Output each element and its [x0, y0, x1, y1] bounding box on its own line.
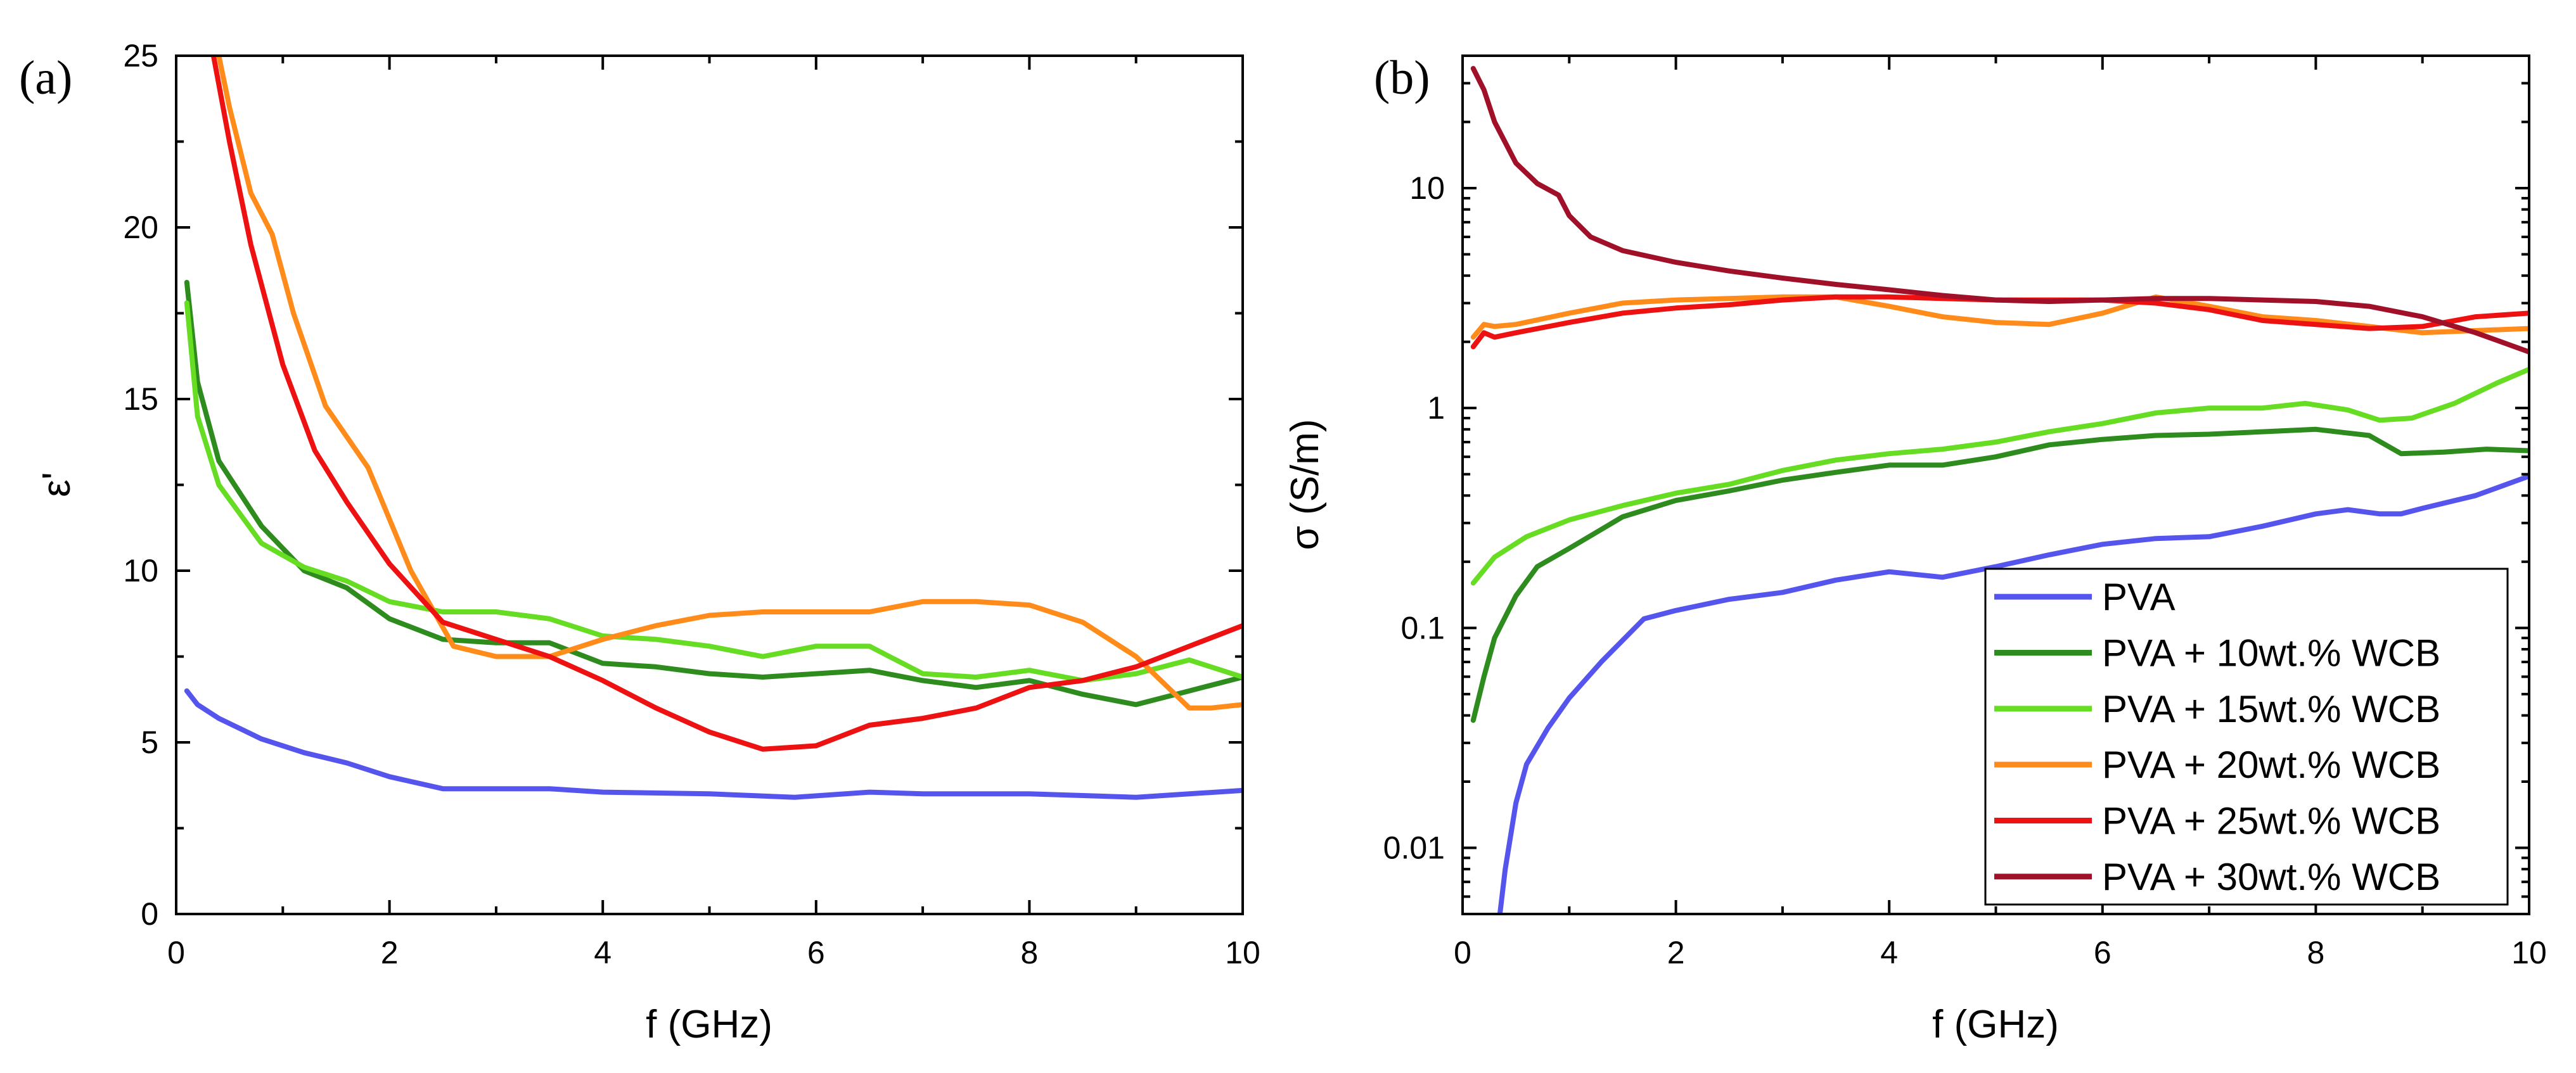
y-tick-label: 20 — [123, 210, 158, 245]
y-tick-label: 15 — [123, 381, 158, 417]
panel-a-y-axis-title: ε' — [35, 472, 79, 497]
series-line-4 — [216, 56, 1243, 711]
x-tick-label: 8 — [1020, 935, 1038, 970]
panel-b-y-axis-title: σ (S/m) — [1283, 419, 1327, 550]
legend-label: PVA + 15wt.% WCB — [2102, 688, 2440, 730]
panel-b-series — [1470, 66, 2529, 914]
y-tick-label: 1 — [1427, 390, 1445, 426]
y-tick-label: 0 — [141, 896, 158, 932]
x-tick-label: 6 — [807, 935, 825, 970]
panel-a-label: (a) — [19, 51, 72, 105]
panel-b-frame — [1461, 54, 2530, 915]
x-tick-label: 6 — [2094, 935, 2111, 970]
series-line-5 — [1470, 294, 2529, 350]
panel-a-x-axis-title: f (GHz) — [646, 1003, 772, 1046]
x-tick-label: 10 — [1225, 935, 1260, 970]
x-tick-label: 8 — [2307, 935, 2324, 970]
legend-box — [1984, 568, 2509, 906]
legend-label: PVA — [2102, 576, 2176, 618]
y-tick-label: 0.1 — [1400, 610, 1445, 645]
series-line-1 — [184, 688, 1243, 800]
series-line-5 — [210, 56, 1243, 752]
series-line-3 — [1470, 367, 2529, 586]
series-line-4 — [1470, 294, 2529, 340]
y-tick-label: 10 — [123, 553, 158, 588]
x-tick-label: 0 — [1454, 935, 1471, 970]
series-line-6 — [1470, 66, 2529, 355]
y-tick-label: 5 — [141, 725, 158, 760]
x-tick-label: 4 — [1880, 935, 1898, 970]
y-tick-label: 25 — [123, 38, 158, 73]
x-tick-label: 2 — [1667, 935, 1685, 970]
panel-a-axes: 0 2 4 6 8 10 0 5 10 15 20 25 — [123, 38, 1260, 970]
x-tick-label: 2 — [381, 935, 399, 970]
panel-b-axes: 0 2 4 6 8 10 0.01 0.1 1 10 — [1383, 54, 2547, 970]
y-tick-label: 0.01 — [1383, 830, 1445, 865]
panel-a-chart: (a) 0 2 4 6 8 10 0 5 10 15 20 25 f (GHz) ε' — [19, 38, 1260, 1046]
legend: PVA PVA + 10wt.% WCB PVA + 15wt.% WCB PVA +… — [1984, 568, 2509, 906]
panel-a-frame — [175, 54, 1244, 915]
x-tick-label: 0 — [167, 935, 185, 970]
series-line-2 — [1470, 426, 2529, 723]
panel-b-x-axis-title: f (GHz) — [1932, 1003, 2059, 1046]
legend-label: PVA + 20wt.% WCB — [2102, 744, 2440, 786]
panel-b-label: (b) — [1374, 51, 1430, 105]
x-tick-label: 10 — [2511, 935, 2547, 970]
series-line-3 — [184, 300, 1243, 683]
legend-label: PVA + 30wt.% WCB — [2102, 856, 2440, 898]
legend-label: PVA + 25wt.% WCB — [2102, 800, 2440, 842]
legend-label: PVA + 10wt.% WCB — [2102, 632, 2440, 675]
y-tick-label: 10 — [1409, 170, 1445, 206]
series-line-2 — [184, 279, 1243, 708]
series-line-1 — [1497, 473, 2529, 914]
x-tick-label: 4 — [594, 935, 612, 970]
panel-a-series — [184, 56, 1243, 800]
panel-b-chart: (b) 0 2 4 6 8 10 0.01 0.1 1 10 f (GHz) σ (S/m) PV… — [1283, 51, 2547, 1046]
